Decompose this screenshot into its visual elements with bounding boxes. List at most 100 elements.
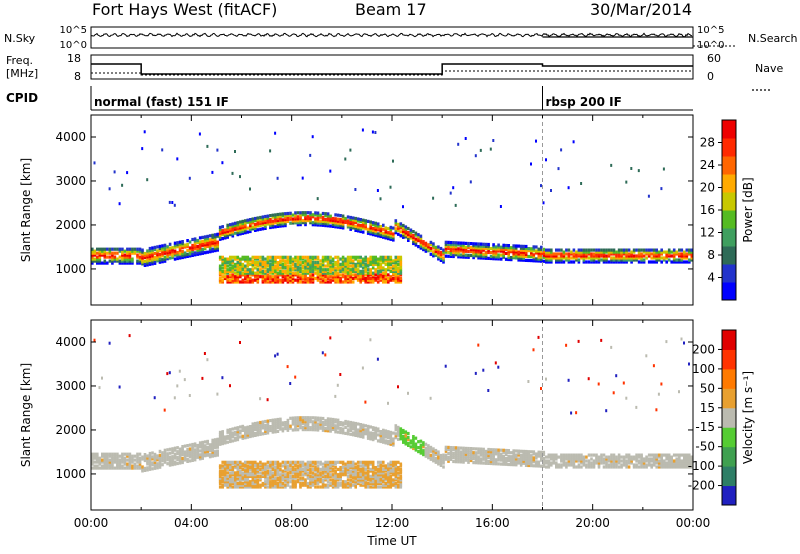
heatmap-cell: [499, 253, 503, 257]
heatmap-cell: [657, 461, 661, 465]
heatmap-cell: [234, 430, 237, 434]
heatmap-cell: [389, 266, 393, 270]
heatmap-cell: [276, 476, 280, 480]
heatmap-cell: [555, 463, 558, 467]
heatmap-cell: [274, 219, 277, 223]
heatmap-cell: [364, 478, 367, 482]
heatmap-cell: [364, 476, 367, 480]
heatmap-cell: [336, 271, 340, 275]
heatmap-cell: [409, 441, 413, 445]
heatmap-cell: [309, 416, 312, 420]
heatmap-cell: [369, 425, 372, 429]
heatmap-cell: [672, 465, 676, 469]
heatmap-cell: [617, 260, 621, 264]
y-tick-label: 2000: [55, 218, 86, 232]
heatmap-cell: [286, 466, 290, 470]
heatmap-cell: [198, 443, 202, 447]
heatmap-cell: [339, 280, 342, 284]
heatmap-cell: [239, 280, 242, 284]
heatmap-cell: [98, 456, 102, 460]
heatmap-cell: [249, 464, 252, 468]
heatmap-cell: [545, 465, 548, 469]
heatmap-cell: [580, 254, 583, 258]
heatmap-cell: [153, 460, 157, 464]
heatmap-cell: [239, 480, 242, 484]
heatmap-cell: [311, 420, 315, 424]
heatmap-cell: [580, 248, 583, 252]
heatmap-cell: [146, 458, 149, 462]
heatmap-cell: [532, 464, 536, 468]
heatmap-cell: [128, 247, 132, 251]
heatmap-cell: [346, 268, 350, 272]
heatmap-cell: [244, 434, 247, 438]
heatmap-cell: [284, 259, 287, 263]
heatmap-cell: [642, 457, 646, 461]
heatmap-cell: [580, 457, 583, 461]
heatmap-cell: [369, 261, 372, 265]
heatmap-cell: [261, 422, 265, 426]
heatmap-cell: [672, 250, 676, 254]
heatmap-cell: [221, 438, 224, 442]
power-colorbar-swatch: [722, 138, 736, 157]
heatmap-cell: [389, 262, 393, 266]
heatmap-cell: [336, 418, 340, 422]
heatmap-cell: [346, 474, 350, 478]
heatmap-cell: [319, 271, 322, 275]
heatmap-cell: [309, 262, 312, 266]
heatmap-cell: [284, 423, 287, 427]
heatmap-cell: [369, 280, 372, 284]
heatmap-cell: [577, 254, 581, 258]
heatmap-cell: [379, 467, 383, 471]
heatmap-cell: [306, 262, 310, 266]
heatmap-cell: [562, 461, 566, 465]
heatmap-cell: [201, 440, 204, 444]
heatmap-cell: [346, 219, 350, 223]
heatmap-cell: [143, 251, 147, 256]
heatmap-cell: [417, 233, 420, 237]
heatmap-cell: [560, 256, 563, 260]
heatmap-cell: [399, 483, 403, 487]
heatmap-cell: [229, 257, 232, 261]
heatmap-cell: [203, 247, 207, 251]
heatmap-cell: [123, 249, 127, 253]
heatmap-cell: [231, 485, 235, 489]
heatmap-cell: [128, 249, 132, 253]
heatmap-cell: [422, 248, 425, 252]
heatmap-cell: [349, 269, 352, 273]
heatmap-cell: [685, 459, 689, 463]
heatmap-cell: [617, 258, 621, 262]
heatmap-cell: [349, 462, 352, 466]
heatmap-cell: [321, 473, 325, 477]
heatmap-cell: [567, 378, 570, 382]
heatmap-cell: [419, 238, 423, 242]
heatmap-cell: [439, 250, 443, 255]
heatmap-cell: [294, 420, 297, 424]
heatmap-cell: [625, 396, 628, 400]
heatmap-cell: [402, 227, 405, 231]
heatmap-cell: [281, 478, 285, 482]
heatmap-cell: [369, 338, 372, 342]
heatmap-cell: [291, 213, 295, 217]
heatmap-cell: [271, 428, 275, 432]
heatmap-cell: [231, 234, 235, 238]
heatmap-cell: [221, 440, 224, 444]
heatmap-cell: [91, 466, 94, 470]
heatmap-cell: [349, 273, 352, 277]
heatmap-cell: [382, 473, 385, 477]
heatmap-cell: [218, 269, 222, 273]
heatmap-cell: [374, 473, 377, 477]
heatmap-cell: [311, 223, 315, 227]
heatmap-cell: [208, 250, 212, 254]
heatmap-cell: [324, 469, 327, 473]
heatmap-cell: [176, 245, 179, 249]
heatmap-cell: [670, 455, 673, 459]
heatmap-cell: [193, 454, 197, 458]
heatmap-cell: [537, 257, 541, 261]
heatmap-cell: [236, 460, 240, 464]
heatmap-cell: [647, 194, 650, 198]
heatmap-cell: [394, 474, 398, 478]
heatmap-cell: [387, 483, 390, 487]
heatmap-cell: [359, 229, 362, 234]
heatmap-cell: [218, 280, 222, 284]
heatmap-cell: [524, 461, 528, 465]
